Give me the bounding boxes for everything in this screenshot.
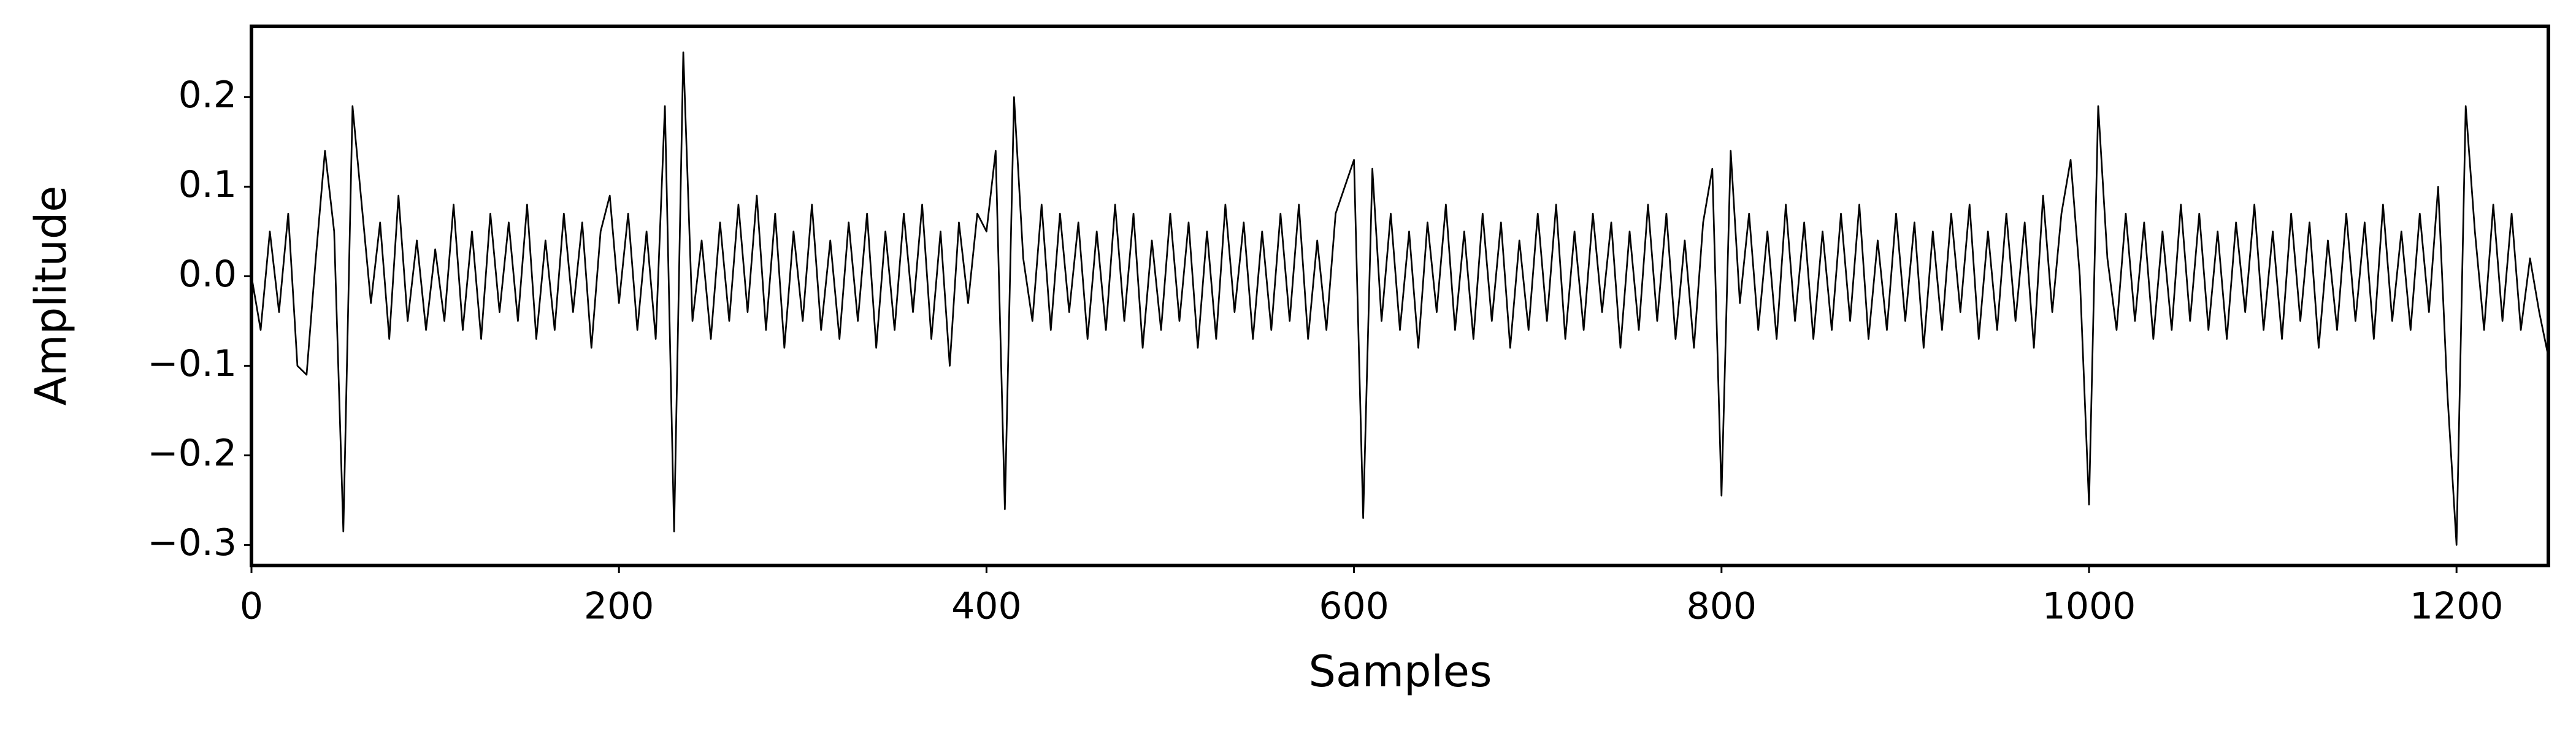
y-tick-label: −0.2: [147, 432, 237, 475]
x-tick-label: 1200: [2410, 585, 2504, 628]
x-tick-label: 800: [1687, 585, 1757, 628]
y-tick-label: 0.2: [178, 74, 237, 117]
y-axis-label: Amplitude: [26, 186, 76, 406]
x-tick-label: 400: [951, 585, 1022, 628]
y-tick-label: 0.1: [178, 163, 237, 206]
x-axis-label: Samples: [1309, 646, 1492, 697]
x-tick-label: 200: [584, 585, 654, 628]
x-tick-label: 0: [240, 585, 263, 628]
y-tick-label: 0.0: [178, 253, 237, 296]
x-tick-label: 600: [1319, 585, 1389, 628]
y-tick-label: −0.1: [147, 342, 237, 385]
y-tick-label: −0.3: [147, 521, 237, 564]
signal-line: [251, 51, 2548, 546]
plot-frame: [250, 25, 2550, 567]
x-tick-label: 1000: [2042, 585, 2136, 628]
